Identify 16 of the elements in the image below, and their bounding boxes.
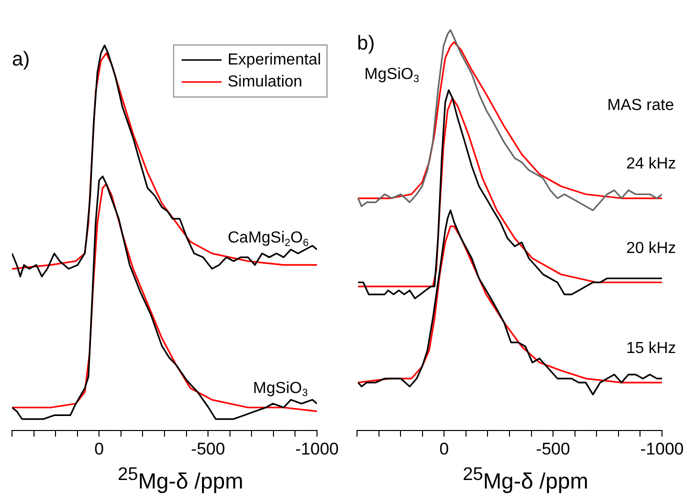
x-tick-label: -500 [536, 439, 570, 458]
x-axis-title: $^{25}$Mg-δ /ppm [116, 463, 244, 494]
x-tick-label: 0 [439, 439, 449, 458]
series-label: 15 kHz [626, 340, 676, 357]
legend-label: Simulation [228, 73, 302, 90]
legend-label: Experimental [228, 51, 321, 68]
chart-title: b) [357, 32, 375, 55]
series-label: 24 kHz [626, 156, 676, 173]
series-label: 20 kHz [626, 240, 676, 257]
x-axis-title: $^{25}$Mg-δ /ppm [462, 463, 590, 494]
chart-title: a) [12, 48, 30, 71]
x-tick-label: -1000 [295, 439, 339, 458]
x-tick-label: 0 [94, 439, 104, 458]
annotation: MAS rate [607, 97, 674, 114]
x-tick-label: -500 [191, 439, 226, 458]
x-tick-label: -1000 [640, 439, 684, 458]
